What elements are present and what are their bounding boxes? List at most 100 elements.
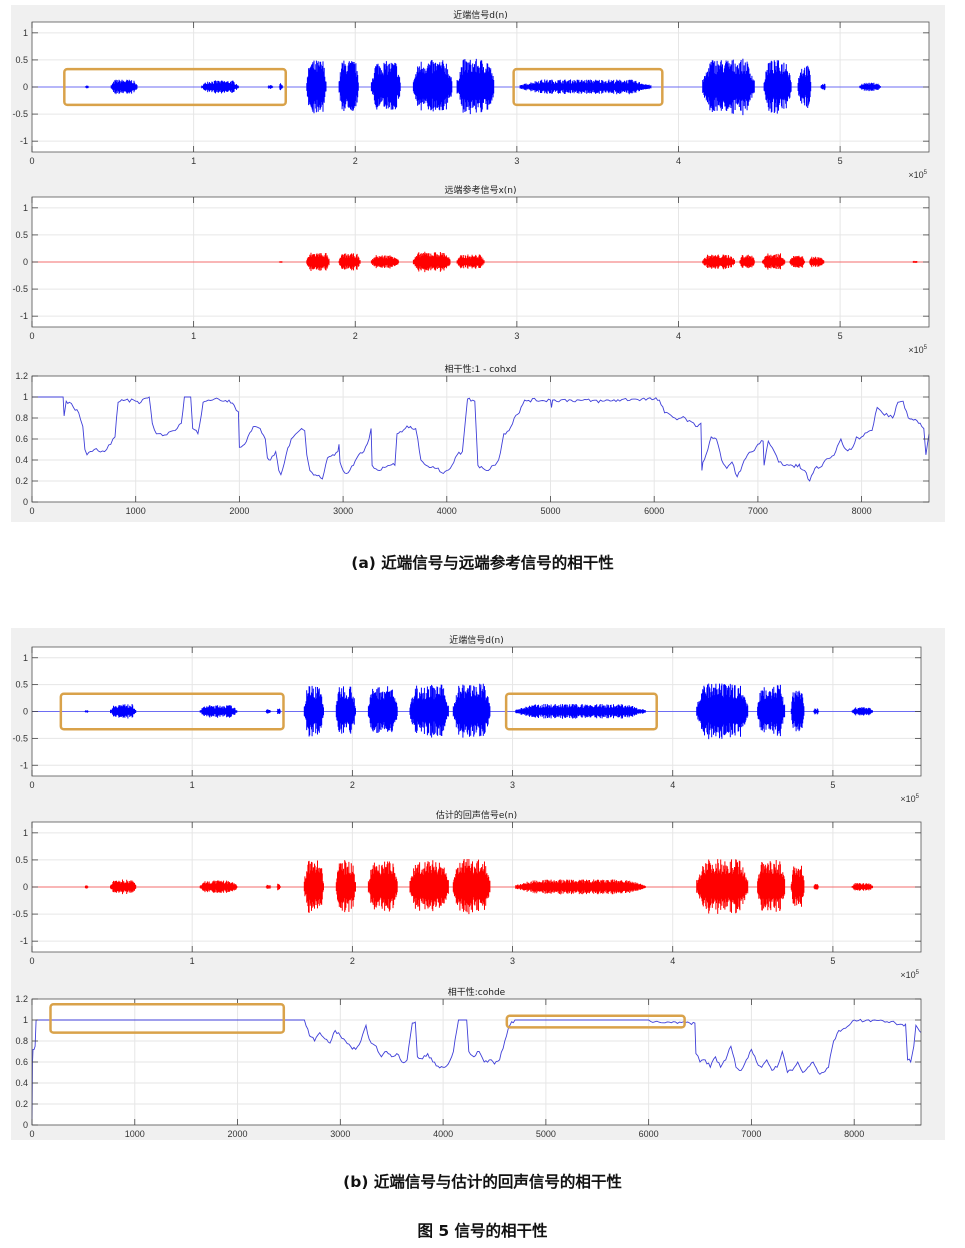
subplot-a-coherence: 0 1000 2000 3000 4000 5000 6000 7000 8000 0 0.2 0.4…: [15, 363, 930, 516]
x-tick-label: 3000: [330, 1129, 350, 1139]
subplot-title: 估计的回声信号e(n): [436, 809, 517, 821]
highlight-box: [49, 1003, 286, 1034]
x-tick-label: 1: [190, 956, 195, 966]
tick-labels: 0 1 2 3 4 5 -1 -0.5 0 0.5 1: [12, 822, 921, 966]
y-tick-label: 0: [23, 257, 28, 267]
series: [31, 1018, 922, 1126]
y-tick-label: 0: [23, 497, 28, 507]
y-tick-label: 0.8: [15, 413, 28, 423]
x-tick-label: 4000: [437, 506, 457, 516]
y-tick-label: 0.2: [15, 476, 28, 486]
y-tick-label: 0.5: [15, 230, 28, 240]
y-tick-label: 1: [23, 653, 28, 663]
x-tick-label: 1000: [126, 506, 146, 516]
x-tick-label: 2: [350, 956, 355, 966]
x-tick-label: 6000: [639, 1129, 659, 1139]
y-tick-label: 1: [23, 28, 28, 38]
subplot-b-coherence: 0 1000 2000 3000 4000 5000 6000 7000 8000 0 0.2 0.4…: [15, 986, 922, 1139]
subplot-title: 远端参考信号x(n): [444, 184, 516, 196]
highlight-box: [512, 67, 664, 107]
y-tick-label: -0.5: [12, 733, 28, 743]
y-tick-label: 1: [23, 392, 28, 402]
x-tick-label: 8000: [852, 506, 872, 516]
x-tick-label: 0: [29, 956, 34, 966]
x-tick-label: 0: [29, 506, 34, 516]
x-multiplier-label: ×105: [908, 170, 927, 180]
x-tick-label: 2: [350, 780, 355, 790]
y-tick-label: 0.6: [15, 1057, 28, 1067]
x-tick-label: 7000: [748, 506, 768, 516]
x-tick-label: 3000: [333, 506, 353, 516]
highlight-box: [505, 1014, 686, 1029]
tick-labels: 0 1 2 3 4 5 -1 -0.5 0 0.5 1: [12, 22, 929, 166]
series: [32, 58, 929, 116]
subplot-title: 近端信号d(n): [449, 634, 503, 646]
x-tick-label: 6000: [644, 506, 664, 516]
y-tick-label: 0.4: [15, 1078, 28, 1088]
x-tick-label: 4: [676, 331, 681, 341]
y-tick-label: 0: [23, 82, 28, 92]
tick-labels: 0 1000 2000 3000 4000 5000 6000 7000 8000 0 0.2 0.4…: [15, 994, 921, 1139]
x-tick-label: 5000: [540, 506, 560, 516]
x-tick-label: 5: [830, 780, 835, 790]
y-tick-label: -1: [20, 311, 28, 321]
x-tick-label: 5000: [536, 1129, 556, 1139]
series: [32, 683, 921, 740]
subplot-title: 近端信号d(n): [453, 9, 507, 21]
x-tick-label: 1: [191, 331, 196, 341]
y-tick-label: 1: [23, 203, 28, 213]
y-tick-label: -1: [20, 936, 28, 946]
x-tick-label: 5: [838, 156, 843, 166]
x-multiplier-label: ×105: [900, 970, 919, 980]
tick-labels: 0 1000 2000 3000 4000 5000 6000 7000 8000 0 0.2 0.4…: [15, 371, 929, 516]
x-tick-label: 2000: [229, 506, 249, 516]
y-tick-label: 0.5: [15, 855, 28, 865]
x-tick-label: 4: [670, 780, 675, 790]
caption-a: (a) 近端信号与远端参考信号的相干性: [351, 554, 614, 572]
x-tick-label: 4: [670, 956, 675, 966]
y-tick-label: -0.5: [12, 109, 28, 119]
x-tick-label: 1: [190, 780, 195, 790]
subplot-a-near-end: 0 1 2 3 4 5 -1 -0.5 0 0.5 1 ×105 近端信号d(n): [12, 9, 930, 180]
y-tick-label: 1.2: [15, 371, 28, 381]
x-multiplier-label: ×105: [900, 794, 919, 804]
x-tick-label: 0: [29, 156, 34, 166]
subplot-b-near-end: 0 1 2 3 4 5 -1 -0.5 0 0.5 1 ×105 近端信号d(n): [12, 634, 922, 804]
y-tick-label: 0.5: [15, 680, 28, 690]
x-tick-label: 7000: [741, 1129, 761, 1139]
highlight-box: [63, 67, 287, 107]
figure-panel-a: 0 1 2 3 4 5 -1 -0.5 0 0.5 1 ×105 近端信号d(n) 0 1 2 3 4 5 -1 -0…: [11, 5, 945, 522]
x-tick-label: 1: [191, 156, 196, 166]
x-tick-label: 4: [676, 156, 681, 166]
series: [32, 859, 921, 915]
figure-panel-b: 0 1 2 3 4 5 -1 -0.5 0 0.5 1 ×105 近端信号d(n) 0 1 2 3 4 5 -1 -0…: [11, 628, 945, 1140]
x-tick-label: 2: [353, 156, 358, 166]
y-tick-label: 0.4: [15, 455, 28, 465]
y-tick-label: 0: [23, 1120, 28, 1130]
tick-labels: 0 1 2 3 4 5 -1 -0.5 0 0.5 1: [12, 197, 929, 341]
y-tick-label: 0: [23, 882, 28, 892]
figure-caption: 图 5 信号的相干性: [417, 1222, 548, 1240]
series: [32, 396, 930, 482]
tick-labels: 0 1 2 3 4 5 -1 -0.5 0 0.5 1: [12, 647, 921, 790]
x-tick-label: 0: [29, 1129, 34, 1139]
subplot-b-echo-estimate: 0 1 2 3 4 5 -1 -0.5 0 0.5 1 ×105 估计的回声信号e(n): [12, 809, 922, 980]
series: [32, 251, 929, 273]
x-tick-label: 2000: [228, 1129, 248, 1139]
highlight-box: [504, 692, 658, 731]
highlight-box: [59, 692, 285, 731]
y-tick-label: 0.8: [15, 1036, 28, 1046]
y-tick-label: 0.5: [15, 55, 28, 65]
y-tick-label: 1.2: [15, 994, 28, 1004]
x-multiplier-label: ×105: [908, 345, 927, 355]
y-tick-label: 0: [23, 707, 28, 717]
caption-b: (b) 近端信号与估计的回声信号的相干性: [343, 1173, 622, 1191]
x-tick-label: 4000: [433, 1129, 453, 1139]
y-tick-label: -1: [20, 136, 28, 146]
x-tick-label: 5: [830, 956, 835, 966]
subplot-a-far-end: 0 1 2 3 4 5 -1 -0.5 0 0.5 1 ×105 远端参考信号x(n): [12, 184, 930, 355]
y-tick-label: 0.2: [15, 1099, 28, 1109]
y-tick-label: -0.5: [12, 284, 28, 294]
subplot-title: 相干性:cohde: [448, 986, 506, 998]
x-tick-label: 0: [29, 331, 34, 341]
